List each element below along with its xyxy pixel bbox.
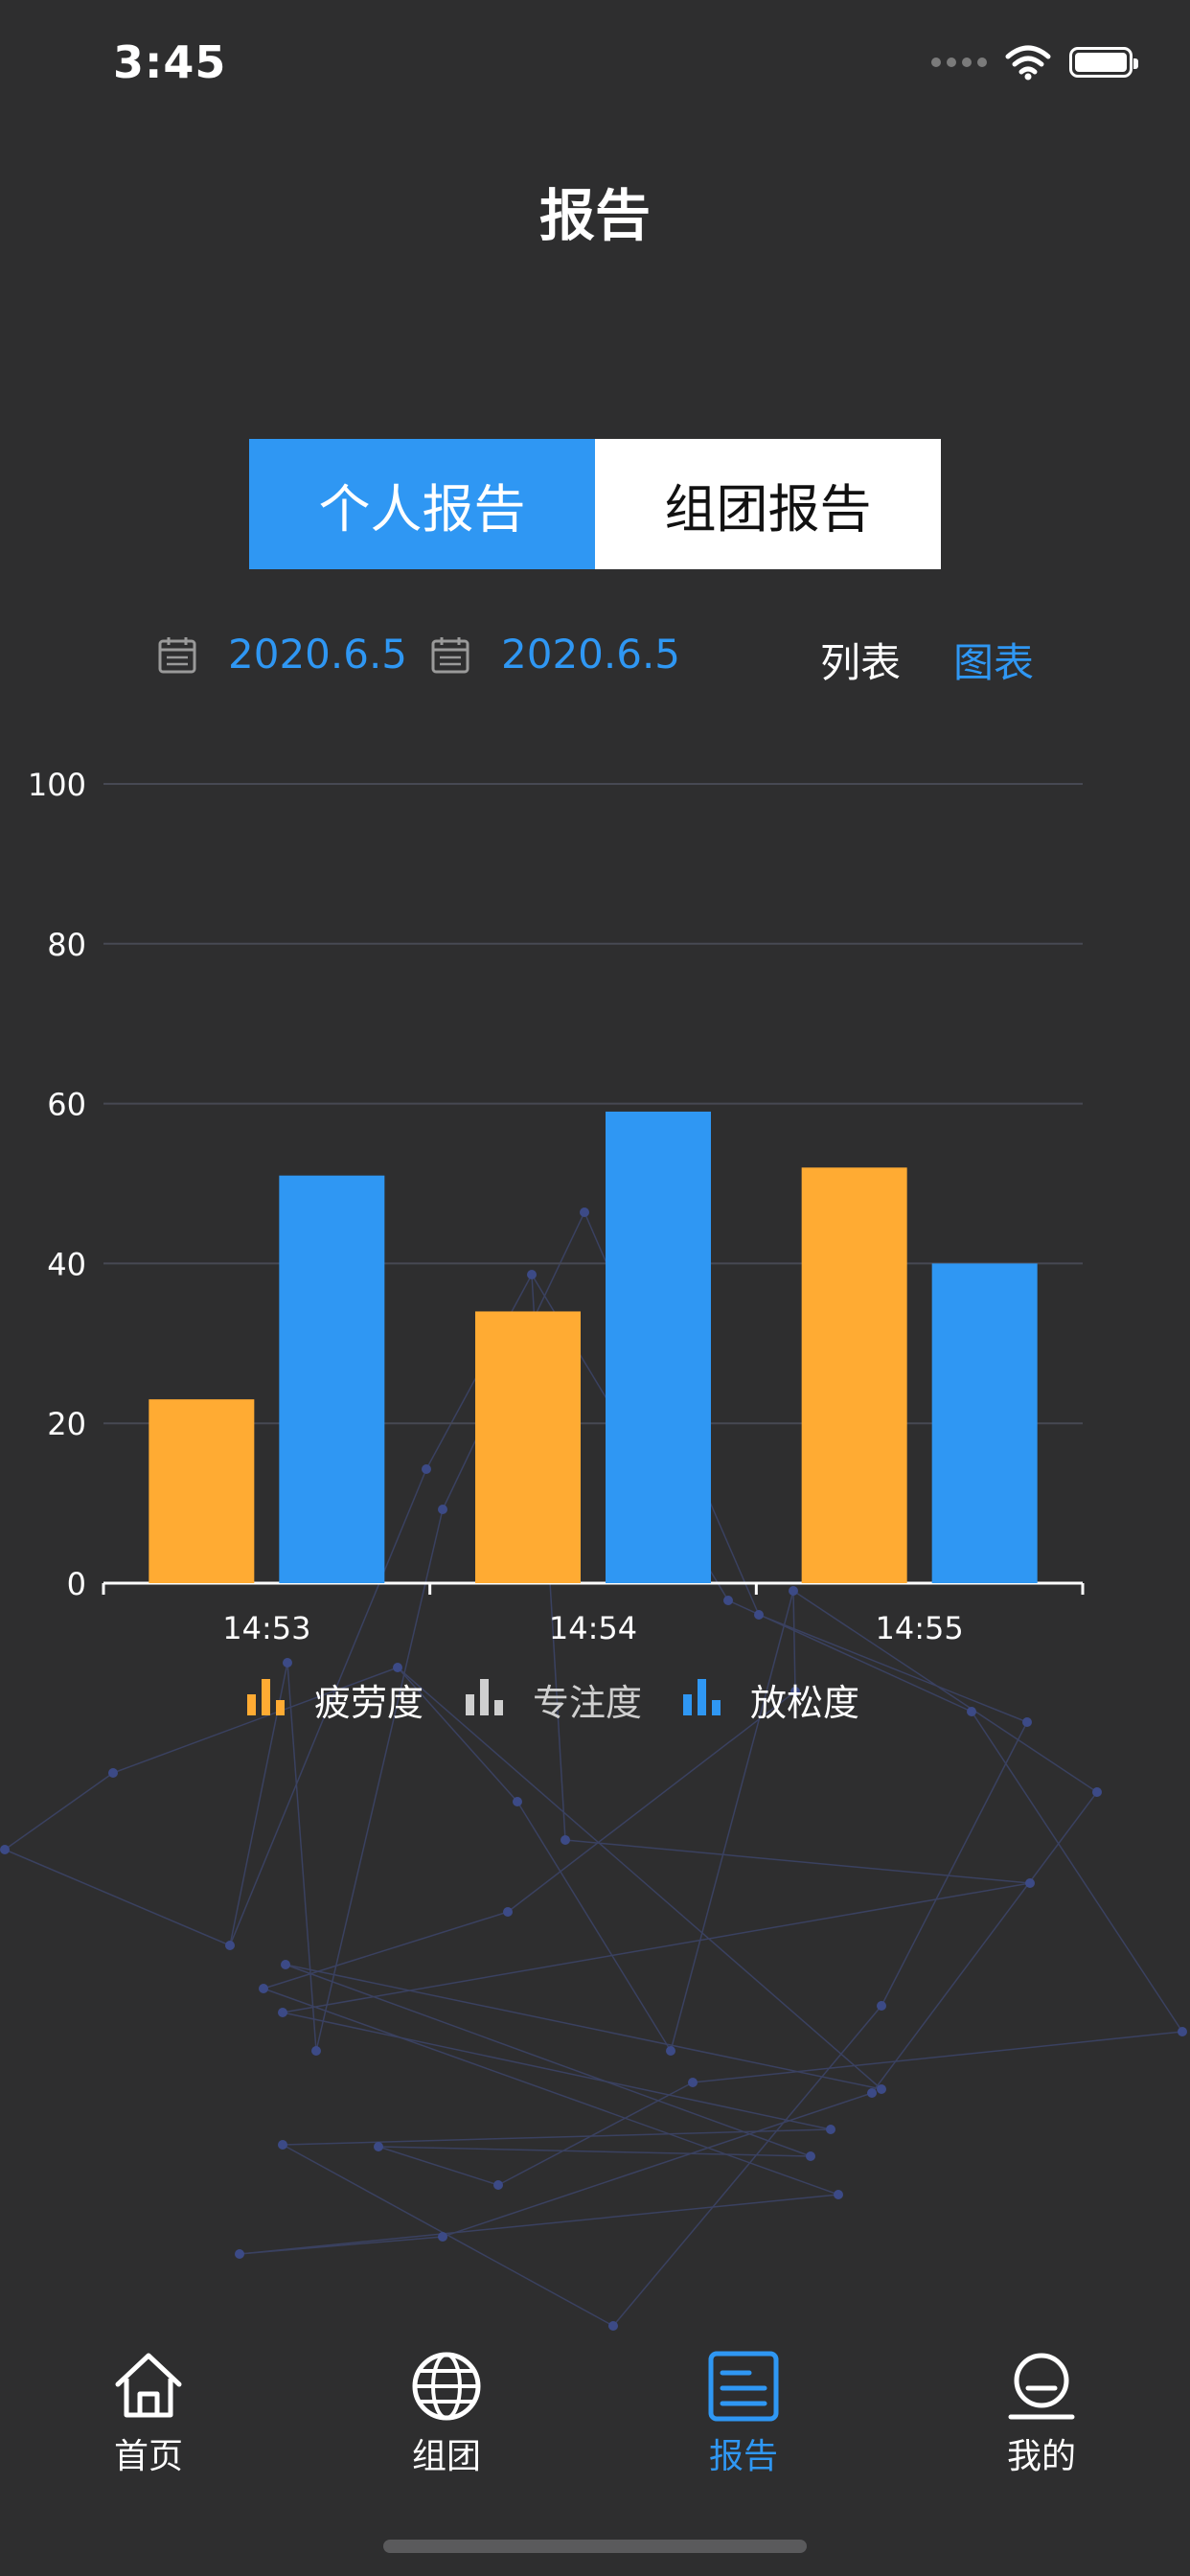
legend-bar-icon (262, 1679, 270, 1715)
tab-personal-report[interactable]: 个人报告 (249, 439, 595, 569)
end-date[interactable]: 2020.6.5 (501, 631, 681, 678)
date-filter-row: 2020.6.5 2020.6.5 列表 图表 (0, 623, 1190, 690)
tab-report[interactable]: 报告 (648, 2348, 839, 2482)
calendar-icon[interactable] (430, 634, 470, 675)
status-icons (931, 44, 1138, 80)
tab-group[interactable]: 组团 (351, 2348, 542, 2482)
chart-view-toggle[interactable]: 图表 (953, 639, 1035, 686)
bar-fatigue (801, 1167, 907, 1583)
legend-bar-icon (247, 1694, 256, 1715)
signal-icon (931, 58, 987, 67)
legend-bar-icon (698, 1679, 706, 1715)
bar-relax (606, 1111, 711, 1583)
y-tick-label: 60 (47, 1087, 86, 1123)
legend-bar-icon (276, 1700, 285, 1715)
home-icon (115, 2353, 182, 2418)
tab-label: 报告 (708, 2437, 778, 2476)
tab-home[interactable]: 首页 (53, 2348, 244, 2482)
battery-icon (1069, 47, 1138, 78)
bar-fatigue (475, 1311, 581, 1583)
y-tick-label: 100 (28, 767, 86, 803)
status-time: 3:45 (113, 36, 227, 88)
calendar-icon[interactable] (157, 634, 197, 675)
legend-label: 疲劳度 (314, 1682, 423, 1724)
legend-bar-icon (466, 1694, 474, 1715)
tab-label: 首页 (113, 2437, 183, 2476)
y-tick-label: 0 (67, 1566, 86, 1602)
wifi-icon (1005, 45, 1051, 80)
start-date[interactable]: 2020.6.5 (228, 631, 408, 678)
bar-relax (931, 1263, 1038, 1583)
x-tick-label: 14:55 (876, 1610, 964, 1646)
legend-bar-icon (494, 1700, 503, 1715)
legend-item[interactable]: 放松度 (683, 1679, 859, 1724)
profile-icon (1008, 2353, 1075, 2420)
legend-bar-icon (480, 1679, 489, 1715)
legend-label: 专注度 (533, 1682, 642, 1724)
tab-group-report[interactable]: 组团报告 (595, 439, 941, 569)
x-tick-label: 14:54 (549, 1610, 637, 1646)
home-indicator (383, 2540, 807, 2553)
bottom-tab-bar: 首页 组团 报告 我的 (0, 2348, 1190, 2482)
legend-item[interactable]: 疲劳度 (247, 1679, 423, 1724)
bar-fatigue (149, 1399, 255, 1583)
tab-profile[interactable]: 我的 (946, 2348, 1137, 2482)
tab-label: 我的 (1006, 2437, 1076, 2476)
legend-bar-icon (683, 1694, 692, 1715)
legend-bar-icon (712, 1700, 721, 1715)
y-tick-label: 40 (47, 1246, 86, 1282)
report-type-segmented-control: 个人报告 组团报告 (249, 439, 941, 569)
legend-label: 放松度 (750, 1682, 859, 1724)
report-bar-chart: 0 20 40 60 80 100 14:53 14:54 14:55 疲劳度 专注度 放松度 (28, 767, 1085, 1724)
report-icon (708, 2351, 779, 2422)
legend-item[interactable]: 专注度 (466, 1679, 642, 1724)
list-view-toggle[interactable]: 列表 (820, 639, 902, 686)
tab-label: 组团 (411, 2437, 481, 2476)
page-title: 报告 (538, 183, 651, 248)
y-tick-label: 20 (47, 1406, 86, 1442)
globe-icon (412, 2352, 481, 2421)
y-tick-label: 80 (47, 927, 86, 963)
bar-relax (279, 1175, 385, 1583)
x-tick-label: 14:53 (222, 1610, 310, 1646)
